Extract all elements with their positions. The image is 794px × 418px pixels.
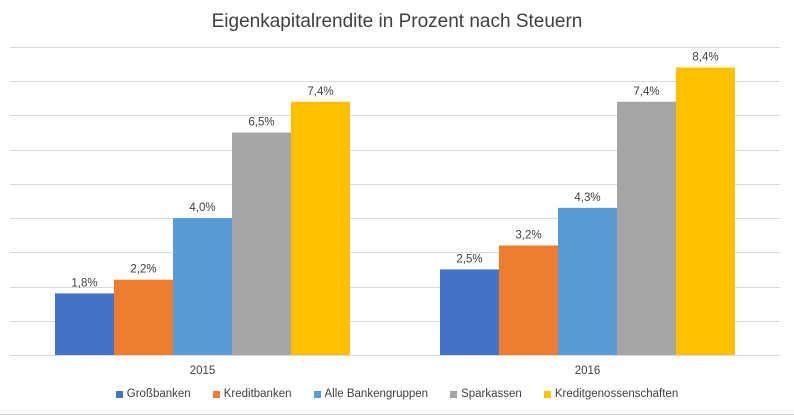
data-label: 7,4% bbox=[633, 86, 659, 98]
bar-kreditgenossenschaften-2015 bbox=[291, 101, 350, 355]
bar-kreditbanken-2016 bbox=[499, 245, 558, 355]
legend-swatch bbox=[450, 390, 458, 398]
legend-item: Kreditgenossenschaften bbox=[543, 388, 679, 400]
bars bbox=[55, 67, 735, 356]
legend-swatch bbox=[543, 390, 551, 398]
legend-label: Großbanken bbox=[126, 388, 191, 400]
data-label: 4,0% bbox=[189, 202, 215, 214]
data-label: 2,5% bbox=[456, 253, 482, 265]
bar-alle-bankengruppen-2015 bbox=[173, 218, 232, 355]
bar-alle-bankengruppen-2016 bbox=[558, 207, 617, 355]
bar-kreditgenossenschaften-2016 bbox=[676, 67, 735, 356]
legend-label: Sparkassen bbox=[461, 388, 522, 400]
data-label: 6,5% bbox=[248, 117, 274, 129]
legend-item: Großbanken bbox=[115, 388, 191, 400]
legend-swatch bbox=[313, 390, 321, 398]
bar-gro-banken-2016 bbox=[440, 269, 499, 355]
legend: Großbanken Kreditbanken Alle Bankengruppen… bbox=[0, 388, 794, 400]
data-labels: 1,8% 2,2% 4,0% 6,5% 7,4% 2,5% 3,2% 4,3% 7,4% 8,4% bbox=[71, 52, 718, 290]
legend-item: Alle Bankengruppen bbox=[313, 388, 429, 400]
legend-swatch bbox=[115, 390, 123, 398]
x-tick-label: 2015 bbox=[190, 365, 216, 377]
data-label: 4,3% bbox=[574, 192, 600, 204]
bar-sparkassen-2015 bbox=[232, 132, 291, 355]
x-tick-label: 2016 bbox=[575, 365, 601, 377]
bar-sparkassen-2016 bbox=[617, 101, 676, 355]
bar-gro-banken-2015 bbox=[55, 293, 114, 355]
data-label: 7,4% bbox=[307, 86, 333, 98]
data-label: 2,2% bbox=[130, 264, 156, 276]
chart-frame-border bbox=[0, 414, 794, 415]
data-label: 3,2% bbox=[515, 229, 541, 241]
data-label: 8,4% bbox=[692, 52, 718, 64]
legend-label: Kreditgenossenschaften bbox=[554, 388, 679, 400]
x-tick-labels: 2015 2016 bbox=[190, 365, 601, 377]
data-label: 1,8% bbox=[71, 277, 97, 289]
legend-item: Kreditbanken bbox=[212, 388, 292, 400]
legend-label: Alle Bankengruppen bbox=[324, 388, 429, 400]
legend-swatch bbox=[212, 390, 220, 398]
legend-item: Sparkassen bbox=[450, 388, 522, 400]
legend-label: Kreditbanken bbox=[223, 388, 292, 400]
bar-kreditbanken-2015 bbox=[114, 279, 173, 355]
chart-title: Eigenkapitalrendite in Prozent nach Steu… bbox=[212, 11, 583, 32]
